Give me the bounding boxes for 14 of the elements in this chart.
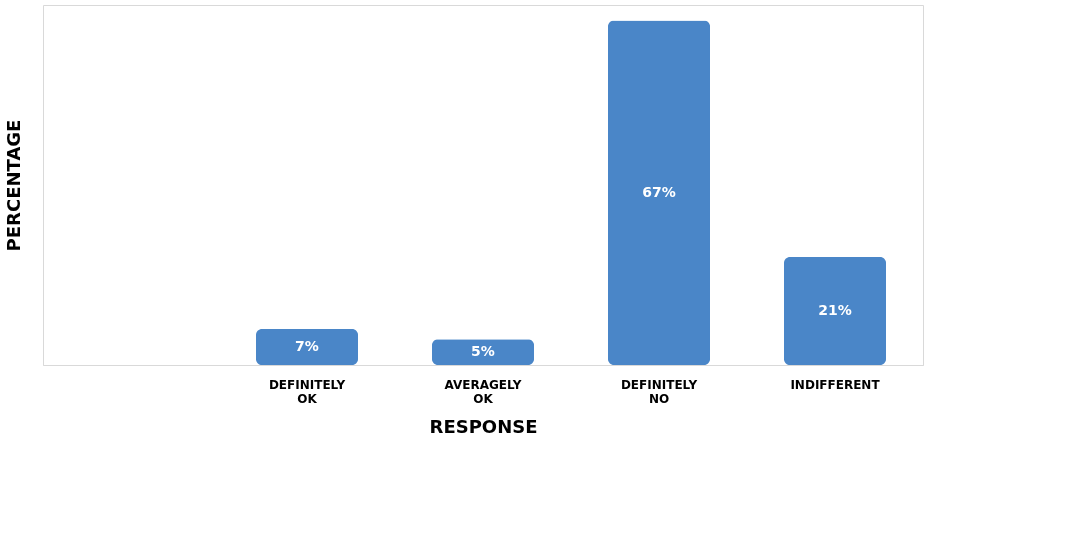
data-label: 67% [642,183,676,200]
x-tick-label: AVERAGELY OK [444,377,522,406]
bar [431,339,535,365]
x-tick-label: INDIFFERENT [790,377,881,392]
bar [783,257,887,365]
bar [607,20,711,365]
data-label: 7% [295,338,319,354]
x-axis-title: RESPONSE [429,415,538,437]
x-tick-label: DEFINITELY NO [620,377,698,406]
y-axis-title: PERCENTAGE [2,119,24,252]
data-label: 5% [471,343,495,360]
x-tick-label: DEFINITELY OK [268,377,346,406]
data-label: 21% [818,302,852,318]
bar [255,329,359,365]
